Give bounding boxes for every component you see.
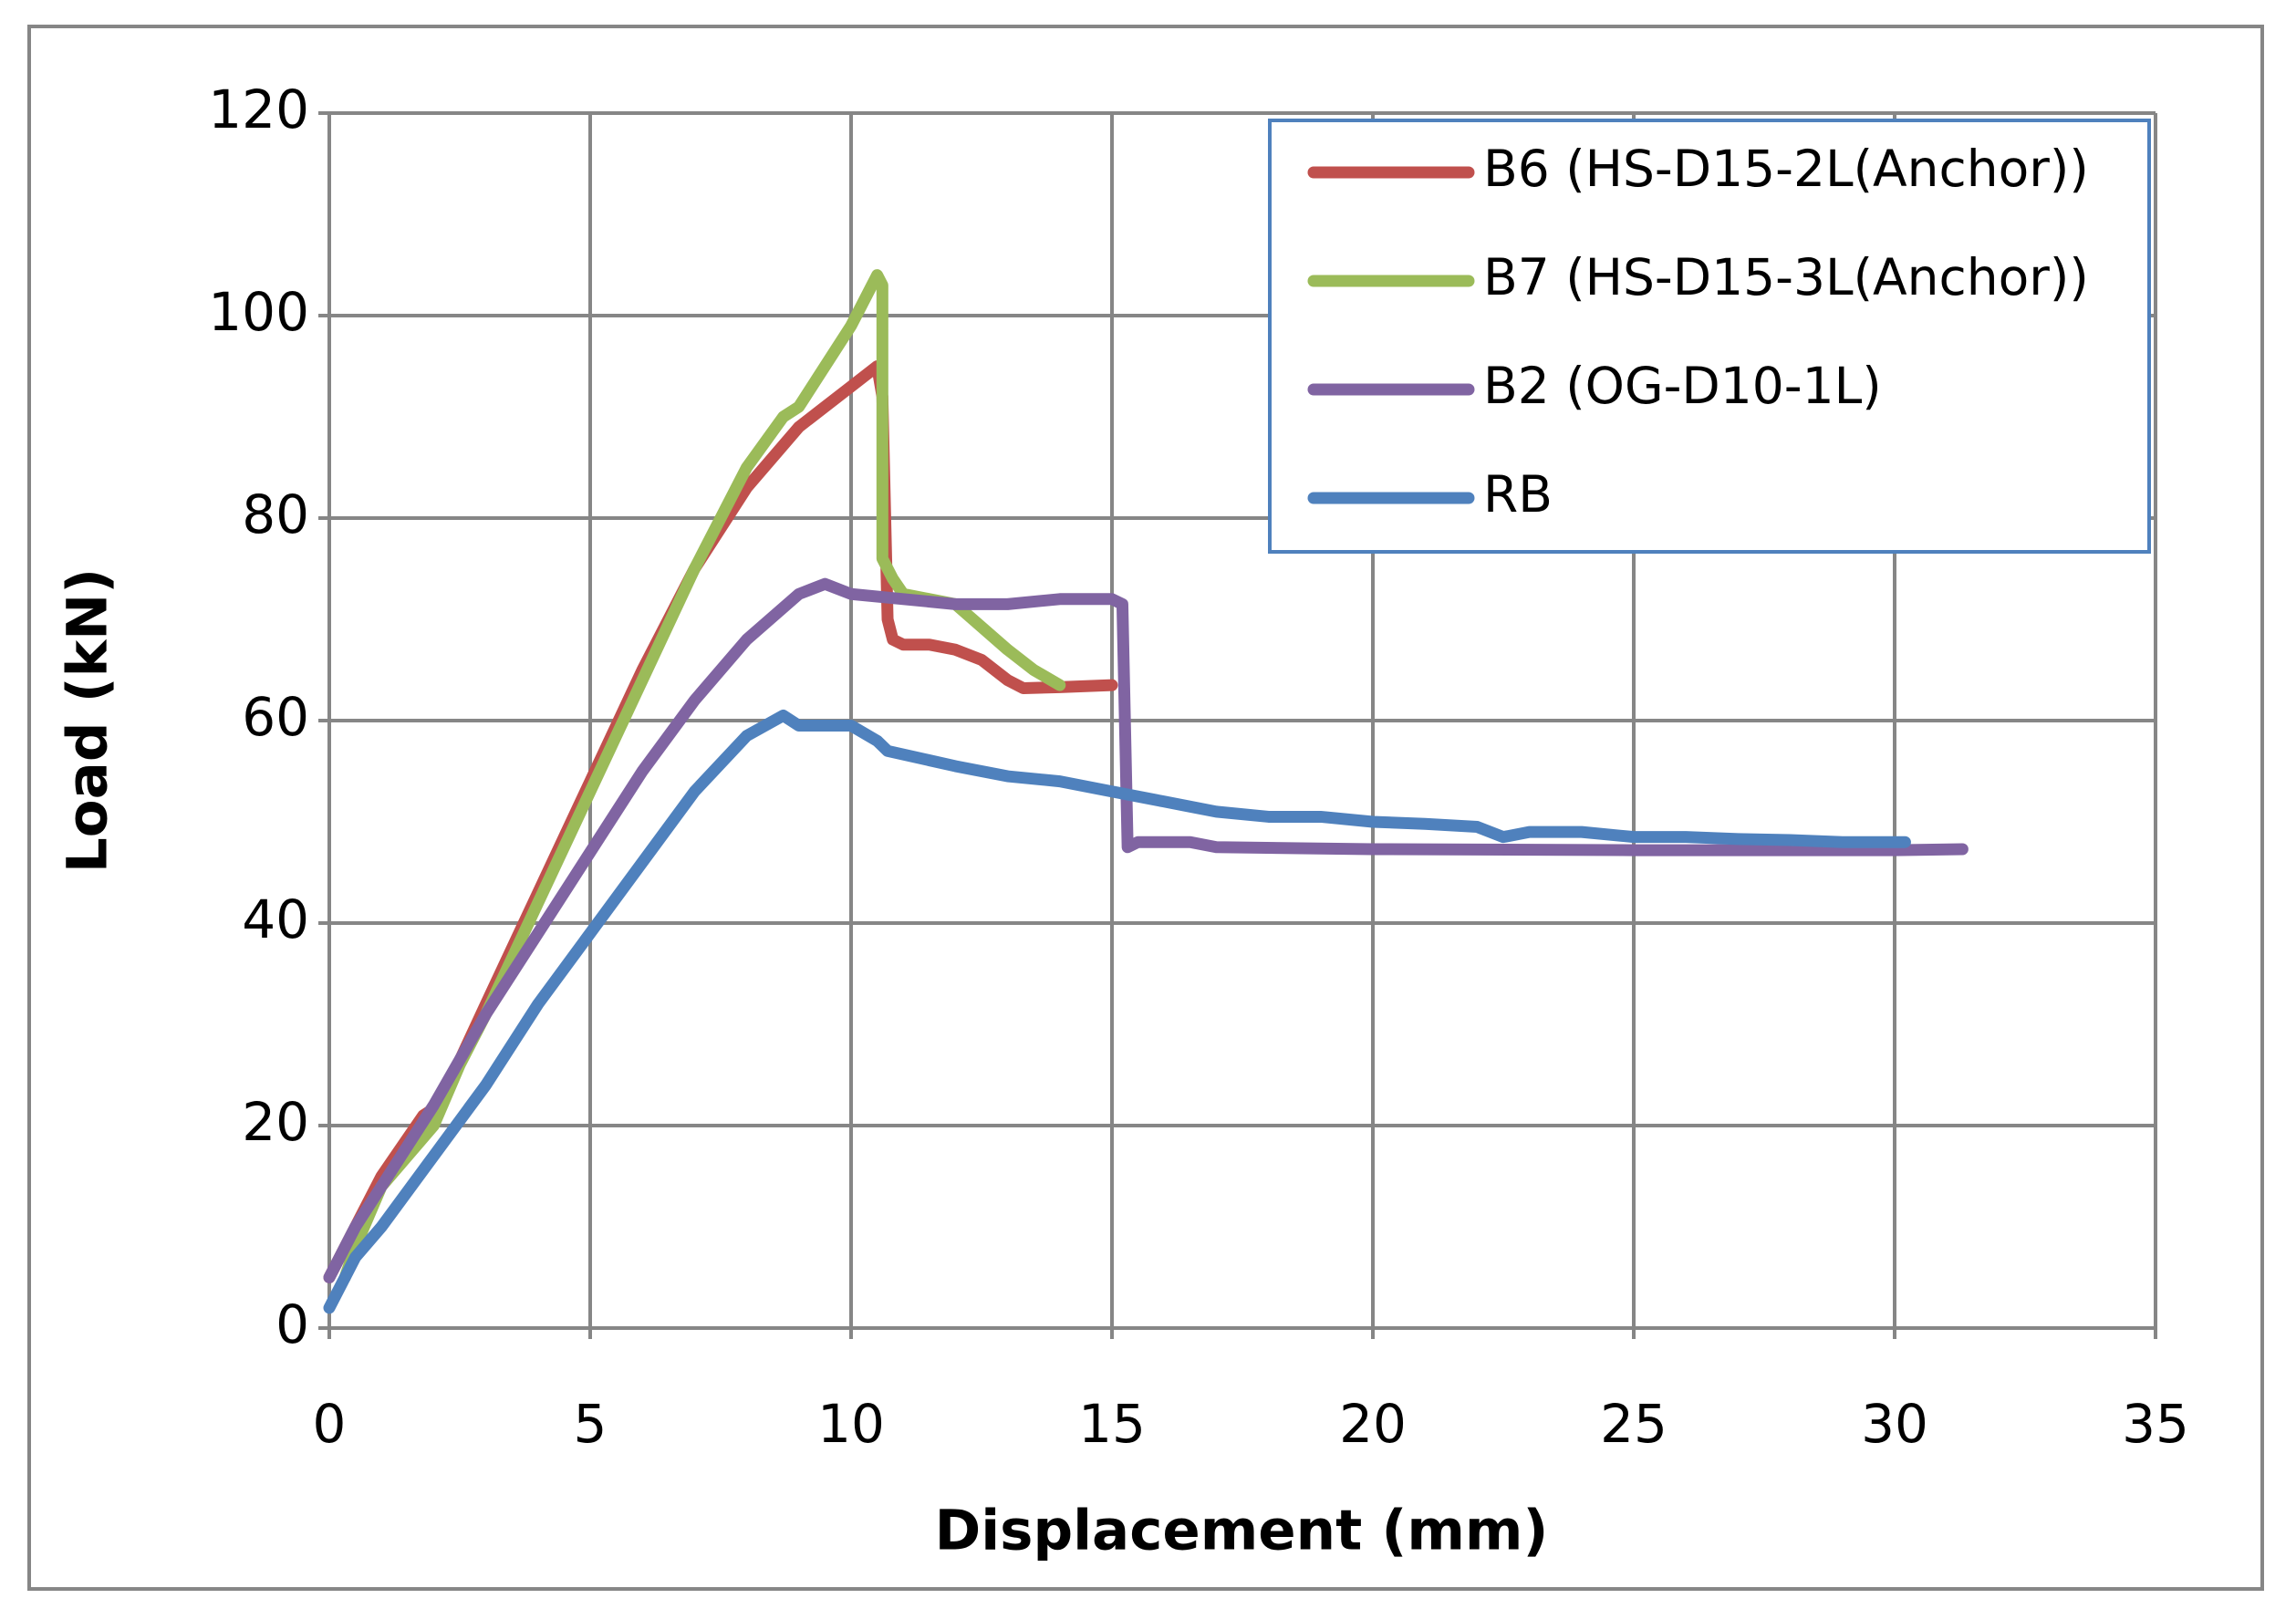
y-axis-title: Load (kN): [56, 568, 120, 873]
y-tick-label: 60: [242, 686, 309, 748]
legend-label: B6 (HS-D15-2L(Anchor)): [1483, 140, 2089, 198]
series-line: [323, 709, 1911, 1314]
x-tick-label: 15: [1078, 1393, 1146, 1455]
y-tick-label: 120: [208, 78, 309, 140]
legend-label: RB: [1483, 465, 1553, 524]
x-tick-label: 5: [574, 1393, 608, 1455]
x-tick-label: 20: [1339, 1393, 1407, 1455]
x-tick-label: 10: [817, 1393, 885, 1455]
x-axis-title: Displacement (mm): [935, 1499, 1549, 1563]
x-tick-label: 30: [1861, 1393, 1928, 1455]
legend-box: [1268, 119, 2151, 554]
y-tick-label: 20: [242, 1091, 309, 1153]
y-tick-label: 0: [275, 1293, 309, 1355]
x-tick-label: 35: [2122, 1393, 2189, 1455]
legend-label: B2 (OG-D10-1L): [1483, 357, 1882, 415]
y-tick-label: 80: [242, 483, 309, 545]
y-tick-label: 100: [208, 281, 309, 343]
x-tick-label: 0: [313, 1393, 347, 1455]
legend-label: B7 (HS-D15-3L(Anchor)): [1483, 248, 2089, 306]
x-tick-label: 25: [1600, 1393, 1667, 1455]
y-tick-label: 40: [242, 888, 309, 950]
series-line: [323, 577, 1969, 1283]
